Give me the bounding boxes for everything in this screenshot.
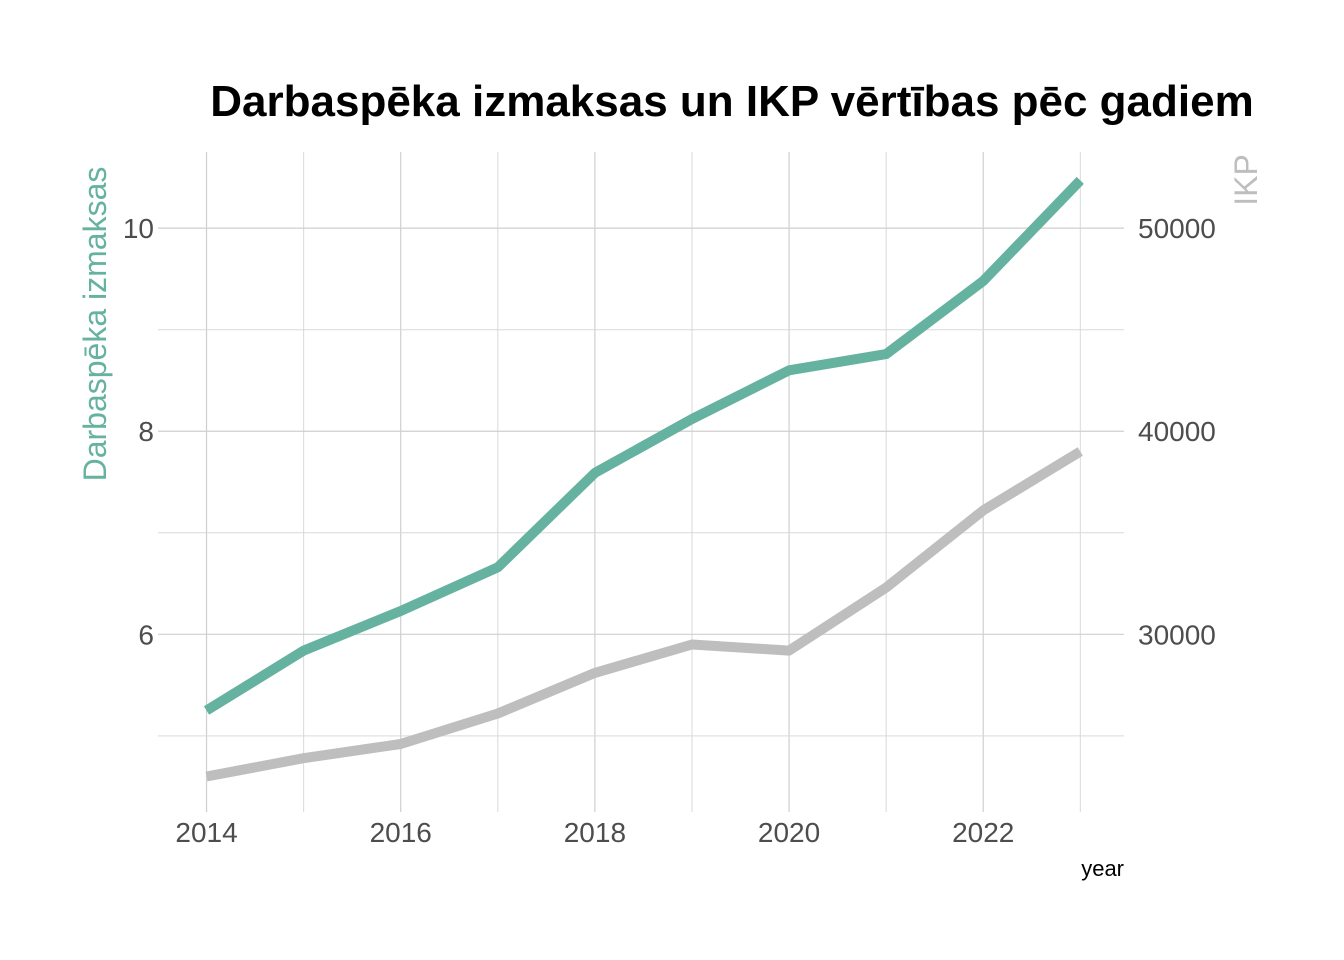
- x-tick-label: 2018: [564, 817, 626, 848]
- right-axis-ticks: 30000 40000 50000: [1138, 213, 1216, 650]
- left-axis-ticks: 6 8 10: [123, 213, 154, 650]
- y-left-tick-label: 10: [123, 213, 154, 244]
- y-left-tick-label: 6: [138, 619, 154, 650]
- y-left-axis-title: Darbaspēka izmaksas: [77, 167, 113, 482]
- x-axis-title: year: [1081, 856, 1124, 881]
- y-right-axis-title: IKP: [1228, 154, 1264, 206]
- chart-title: Darbaspēka izmaksas un IKP vērtības pēc …: [210, 77, 1253, 126]
- y-right-tick-label: 30000: [1138, 619, 1216, 650]
- y-right-tick-label: 50000: [1138, 213, 1216, 244]
- grid: [158, 152, 1124, 812]
- y-right-tick-label: 40000: [1138, 416, 1216, 447]
- x-tick-label: 2016: [370, 817, 432, 848]
- x-tick-label: 2022: [952, 817, 1014, 848]
- y-left-tick-label: 8: [138, 416, 154, 447]
- series-line-right: [205, 447, 1083, 782]
- x-axis-ticks: 2014 2016 2018 2020 2022: [175, 817, 1014, 848]
- x-tick-label: 2020: [758, 817, 820, 848]
- x-tick-label: 2014: [175, 817, 237, 848]
- series-layer: [203, 176, 1084, 782]
- series-line-left: [203, 176, 1084, 715]
